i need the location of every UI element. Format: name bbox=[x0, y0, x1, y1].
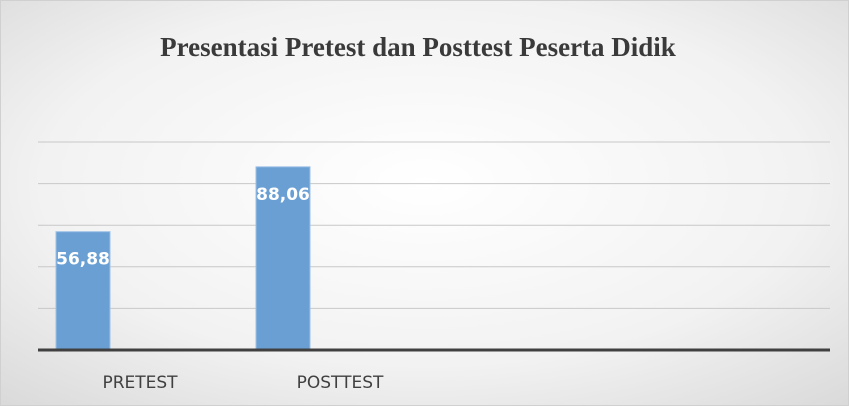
x-tick-label: POSTTEST bbox=[297, 373, 384, 393]
data-label: 88,06 bbox=[256, 185, 310, 205]
x-tick-label: PRETEST bbox=[102, 373, 178, 393]
chart-title: Presentasi Pretest dan Posttest Peserta … bbox=[160, 32, 676, 62]
bar bbox=[255, 166, 311, 351]
data-label: 56,88 bbox=[56, 250, 110, 270]
